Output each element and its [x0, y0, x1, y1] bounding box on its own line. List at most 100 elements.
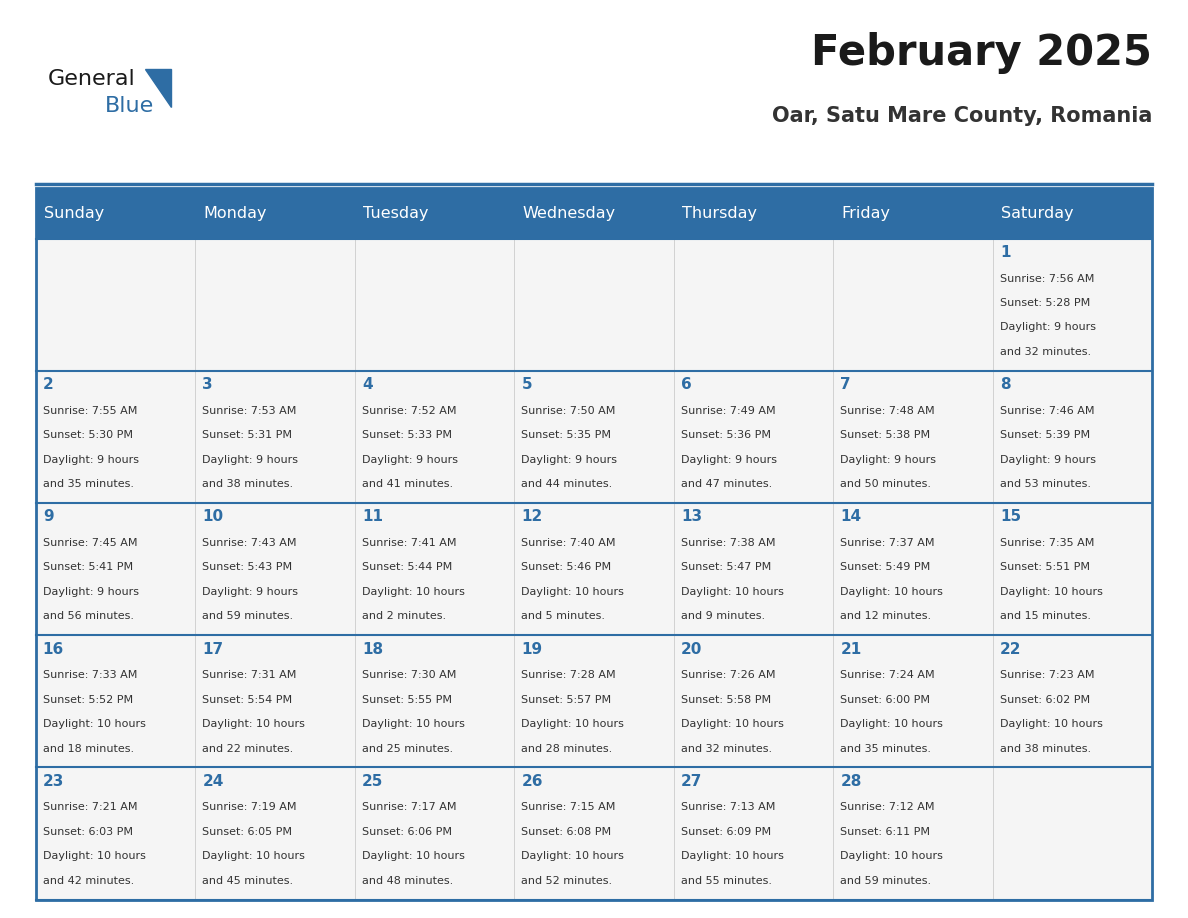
- Text: and 28 minutes.: and 28 minutes.: [522, 744, 613, 754]
- FancyBboxPatch shape: [195, 239, 355, 371]
- Text: Sunset: 5:46 PM: Sunset: 5:46 PM: [522, 563, 612, 573]
- Text: 5: 5: [522, 377, 532, 392]
- Text: 1: 1: [1000, 245, 1011, 260]
- Text: Sunrise: 7:26 AM: Sunrise: 7:26 AM: [681, 670, 776, 680]
- Text: and 32 minutes.: and 32 minutes.: [681, 744, 772, 754]
- Text: Sunset: 5:54 PM: Sunset: 5:54 PM: [202, 695, 292, 705]
- Text: 7: 7: [840, 377, 851, 392]
- Text: 16: 16: [43, 642, 64, 656]
- FancyBboxPatch shape: [833, 767, 993, 900]
- FancyBboxPatch shape: [993, 239, 1152, 371]
- Text: Daylight: 10 hours: Daylight: 10 hours: [840, 719, 943, 729]
- Text: and 55 minutes.: and 55 minutes.: [681, 876, 772, 886]
- FancyBboxPatch shape: [36, 635, 195, 767]
- FancyBboxPatch shape: [195, 635, 355, 767]
- Text: and 48 minutes.: and 48 minutes.: [362, 876, 453, 886]
- Text: Sunrise: 7:13 AM: Sunrise: 7:13 AM: [681, 802, 776, 812]
- FancyBboxPatch shape: [993, 371, 1152, 503]
- Text: Sunset: 5:36 PM: Sunset: 5:36 PM: [681, 431, 771, 441]
- FancyBboxPatch shape: [833, 635, 993, 767]
- Text: 28: 28: [840, 774, 861, 789]
- FancyBboxPatch shape: [514, 635, 674, 767]
- FancyBboxPatch shape: [674, 188, 833, 239]
- FancyBboxPatch shape: [833, 188, 993, 239]
- Text: Daylight: 10 hours: Daylight: 10 hours: [362, 851, 465, 861]
- Text: 23: 23: [43, 774, 64, 789]
- Text: and 2 minutes.: and 2 minutes.: [362, 611, 446, 621]
- FancyBboxPatch shape: [36, 503, 195, 635]
- Text: Sunrise: 7:48 AM: Sunrise: 7:48 AM: [840, 406, 935, 416]
- Text: Sunset: 6:02 PM: Sunset: 6:02 PM: [1000, 695, 1091, 705]
- Text: 25: 25: [362, 774, 384, 789]
- FancyBboxPatch shape: [674, 767, 833, 900]
- Text: Sunrise: 7:37 AM: Sunrise: 7:37 AM: [840, 538, 935, 548]
- Text: Sunrise: 7:21 AM: Sunrise: 7:21 AM: [43, 802, 138, 812]
- Text: Daylight: 9 hours: Daylight: 9 hours: [43, 587, 139, 597]
- Text: Daylight: 9 hours: Daylight: 9 hours: [1000, 454, 1097, 465]
- FancyBboxPatch shape: [195, 503, 355, 635]
- Text: 9: 9: [43, 509, 53, 524]
- Text: Blue: Blue: [105, 96, 153, 117]
- Text: and 18 minutes.: and 18 minutes.: [43, 744, 134, 754]
- FancyBboxPatch shape: [993, 767, 1152, 900]
- Text: Sunset: 5:28 PM: Sunset: 5:28 PM: [1000, 298, 1091, 308]
- Text: 27: 27: [681, 774, 702, 789]
- Text: Daylight: 10 hours: Daylight: 10 hours: [522, 587, 624, 597]
- FancyBboxPatch shape: [514, 239, 674, 371]
- FancyBboxPatch shape: [514, 371, 674, 503]
- Text: 4: 4: [362, 377, 373, 392]
- Text: Sunrise: 7:50 AM: Sunrise: 7:50 AM: [522, 406, 615, 416]
- Text: 6: 6: [681, 377, 691, 392]
- Text: Sunrise: 7:15 AM: Sunrise: 7:15 AM: [522, 802, 615, 812]
- Text: Sunrise: 7:28 AM: Sunrise: 7:28 AM: [522, 670, 617, 680]
- Text: Daylight: 9 hours: Daylight: 9 hours: [1000, 322, 1097, 332]
- Text: Tuesday: Tuesday: [364, 206, 429, 221]
- Text: Monday: Monday: [203, 206, 267, 221]
- Text: Sunrise: 7:56 AM: Sunrise: 7:56 AM: [1000, 274, 1094, 284]
- Text: Sunrise: 7:40 AM: Sunrise: 7:40 AM: [522, 538, 615, 548]
- Text: Daylight: 9 hours: Daylight: 9 hours: [202, 454, 298, 465]
- Text: Daylight: 10 hours: Daylight: 10 hours: [681, 851, 784, 861]
- Text: Sunrise: 7:53 AM: Sunrise: 7:53 AM: [202, 406, 297, 416]
- FancyBboxPatch shape: [833, 239, 993, 371]
- FancyBboxPatch shape: [195, 371, 355, 503]
- Text: 17: 17: [202, 642, 223, 656]
- Text: Sunset: 5:52 PM: Sunset: 5:52 PM: [43, 695, 133, 705]
- Text: and 53 minutes.: and 53 minutes.: [1000, 479, 1091, 489]
- Text: 11: 11: [362, 509, 383, 524]
- Text: Sunset: 5:57 PM: Sunset: 5:57 PM: [522, 695, 612, 705]
- Text: Sunset: 5:31 PM: Sunset: 5:31 PM: [202, 431, 292, 441]
- Text: Sunrise: 7:30 AM: Sunrise: 7:30 AM: [362, 670, 456, 680]
- Text: Daylight: 9 hours: Daylight: 9 hours: [202, 587, 298, 597]
- FancyBboxPatch shape: [514, 767, 674, 900]
- Text: Sunset: 5:33 PM: Sunset: 5:33 PM: [362, 431, 451, 441]
- FancyBboxPatch shape: [355, 503, 514, 635]
- Text: Sunset: 6:06 PM: Sunset: 6:06 PM: [362, 827, 451, 837]
- Text: Friday: Friday: [841, 206, 891, 221]
- Text: and 22 minutes.: and 22 minutes.: [202, 744, 293, 754]
- Text: and 32 minutes.: and 32 minutes.: [1000, 347, 1091, 357]
- Text: Sunrise: 7:46 AM: Sunrise: 7:46 AM: [1000, 406, 1094, 416]
- Text: 14: 14: [840, 509, 861, 524]
- Text: Sunset: 5:35 PM: Sunset: 5:35 PM: [522, 431, 612, 441]
- Text: and 56 minutes.: and 56 minutes.: [43, 611, 134, 621]
- FancyBboxPatch shape: [674, 635, 833, 767]
- Text: Sunrise: 7:45 AM: Sunrise: 7:45 AM: [43, 538, 138, 548]
- Text: Sunrise: 7:19 AM: Sunrise: 7:19 AM: [202, 802, 297, 812]
- Text: and 42 minutes.: and 42 minutes.: [43, 876, 134, 886]
- Polygon shape: [145, 69, 171, 107]
- Text: and 44 minutes.: and 44 minutes.: [522, 479, 613, 489]
- Text: Sunset: 5:39 PM: Sunset: 5:39 PM: [1000, 431, 1091, 441]
- FancyBboxPatch shape: [514, 188, 674, 239]
- Text: Sunrise: 7:38 AM: Sunrise: 7:38 AM: [681, 538, 776, 548]
- Text: Daylight: 10 hours: Daylight: 10 hours: [522, 851, 624, 861]
- Text: and 15 minutes.: and 15 minutes.: [1000, 611, 1091, 621]
- Text: Sunrise: 7:35 AM: Sunrise: 7:35 AM: [1000, 538, 1094, 548]
- Text: Daylight: 10 hours: Daylight: 10 hours: [202, 851, 305, 861]
- Text: and 47 minutes.: and 47 minutes.: [681, 479, 772, 489]
- Text: and 12 minutes.: and 12 minutes.: [840, 611, 931, 621]
- Text: Daylight: 10 hours: Daylight: 10 hours: [202, 719, 305, 729]
- Text: Daylight: 10 hours: Daylight: 10 hours: [522, 719, 624, 729]
- Text: Sunrise: 7:49 AM: Sunrise: 7:49 AM: [681, 406, 776, 416]
- Text: Sunset: 5:49 PM: Sunset: 5:49 PM: [840, 563, 930, 573]
